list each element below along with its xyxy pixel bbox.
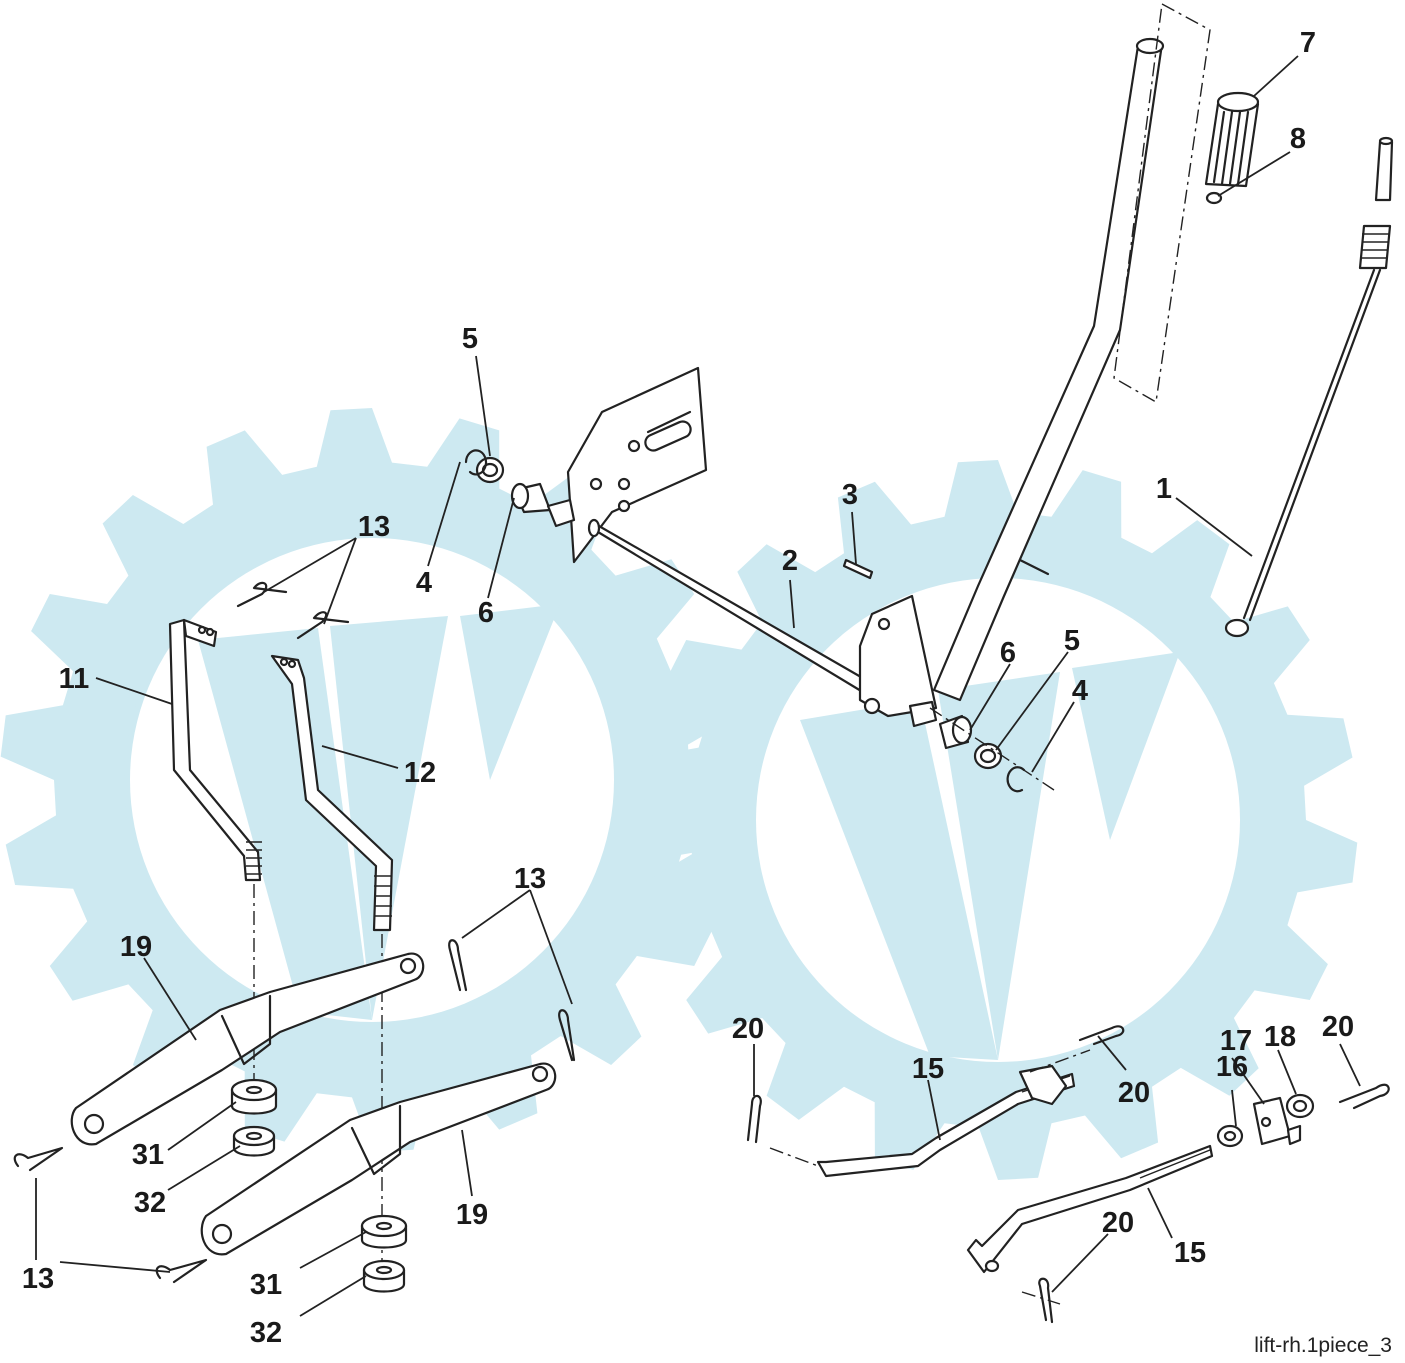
spacer: [360, 1214, 408, 1249]
callout-13: 13: [358, 511, 390, 543]
callout-19: 19: [120, 931, 152, 963]
callout-11: 11: [59, 663, 90, 695]
lift-cable: [1224, 136, 1394, 638]
lift-shaft-plate: [566, 366, 938, 718]
trunnion-block: [1252, 1096, 1302, 1146]
handle-outline-phantom: [1113, 3, 1211, 404]
callout-20: 20: [732, 1013, 764, 1045]
washer-right: [973, 742, 1003, 770]
washer-left: [475, 456, 505, 484]
callout-31: 31: [132, 1139, 164, 1171]
callout-20: 20: [1118, 1077, 1150, 1109]
callout-4: 4: [1072, 675, 1088, 707]
callout-20: 20: [1102, 1207, 1134, 1239]
hex-nut: [1216, 1124, 1244, 1148]
axis-line-rod: [1021, 1291, 1061, 1305]
bushing-left: [510, 482, 576, 528]
spacer: [230, 1078, 278, 1115]
callout-1: 1: [1156, 473, 1172, 505]
axis-line-right: [929, 707, 1055, 791]
callout-32: 32: [250, 1317, 282, 1349]
handle-grip: [1204, 91, 1260, 188]
watermark-logo-left: [0, 408, 744, 1152]
callout-32: 32: [134, 1187, 166, 1219]
callout-20: 20: [1322, 1011, 1354, 1043]
jam-nut: [1285, 1093, 1315, 1119]
drawing-caption: lift-rh.1piece_3: [1254, 1334, 1392, 1357]
callout-3: 3: [842, 479, 858, 511]
callout-2: 2: [782, 545, 798, 577]
callout-13: 13: [22, 1263, 54, 1295]
lift-link-right: [270, 654, 394, 932]
callout-12: 12: [404, 757, 436, 789]
callout-31: 31: [250, 1269, 282, 1301]
callout-17: 17: [1220, 1025, 1252, 1057]
callout-13: 13: [514, 863, 546, 895]
hairpin-clip-rod: [746, 1025, 1390, 1324]
callout-15: 15: [912, 1053, 944, 1085]
adjustment-rod: [966, 1144, 1214, 1274]
callout-4: 4: [416, 567, 432, 599]
nut: [362, 1259, 406, 1293]
callout-8: 8: [1290, 123, 1306, 155]
axis-line-rod: [1029, 1049, 1091, 1073]
callout-16: 16: [1216, 1051, 1248, 1083]
callout-labels: 7 8 1 2 3 5 4 6 6 5 4 13 11 12 13 19 31 …: [22, 27, 1354, 1349]
callout-5: 5: [462, 323, 478, 355]
lift-arm: [200, 1062, 557, 1256]
lift-link-left: [168, 618, 262, 882]
retaining-ring-right: [1006, 766, 1026, 793]
lift-arm: [70, 952, 425, 1146]
axis-line-rod: [769, 1147, 819, 1167]
callout-6: 6: [478, 597, 494, 629]
callout-5: 5: [1064, 625, 1080, 657]
hairpin-clip: [13, 581, 576, 1284]
retaining-ring-left: [464, 449, 488, 476]
adjustment-rod: [816, 1064, 1076, 1178]
callout-19: 19: [456, 1199, 488, 1231]
callout-15: 15: [1174, 1237, 1206, 1269]
grip-insert: [1205, 191, 1223, 205]
callout-18: 18: [1264, 1021, 1296, 1053]
callout-7: 7: [1300, 27, 1316, 59]
leader-lines: [35, 55, 1361, 1317]
nut: [232, 1125, 276, 1157]
roll-pin: [842, 558, 874, 580]
callout-6: 6: [1000, 637, 1016, 669]
